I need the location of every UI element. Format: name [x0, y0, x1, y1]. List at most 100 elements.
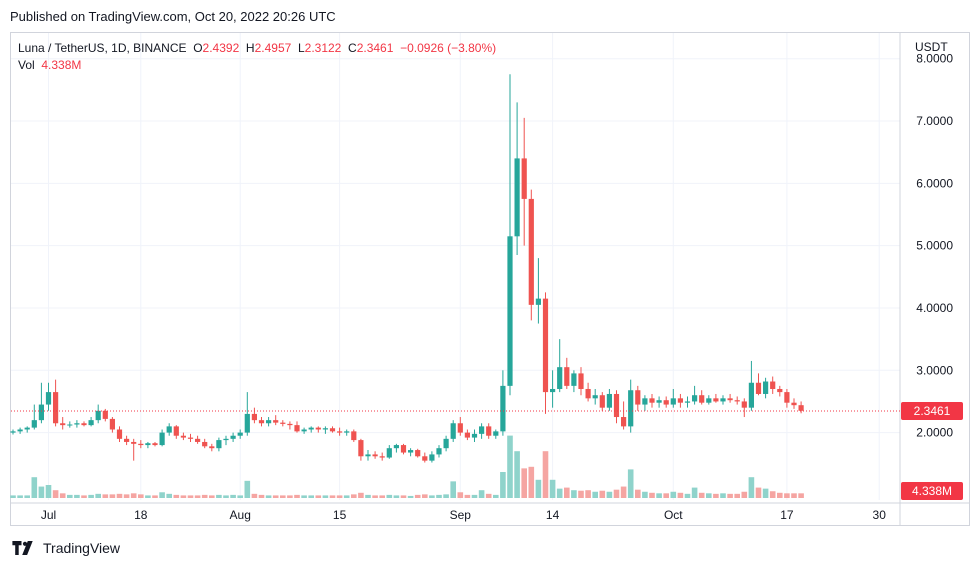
candle-body — [635, 390, 641, 405]
candle-body — [677, 398, 683, 403]
volume-bar — [365, 494, 371, 498]
candle-body — [649, 398, 655, 403]
candle-body — [656, 400, 662, 403]
candle-body — [500, 385, 506, 432]
y-tick-label: 5.0000 — [916, 239, 953, 253]
candle-body — [564, 367, 570, 386]
candle-body — [180, 435, 186, 438]
candle-body — [557, 367, 563, 389]
candle-body — [706, 398, 712, 403]
candle-body — [294, 425, 300, 432]
candle-body — [138, 443, 144, 446]
candle-body — [400, 445, 407, 453]
candle-body — [763, 381, 769, 394]
candle-body — [493, 431, 499, 436]
candle-body — [322, 428, 328, 430]
volume-bar — [727, 493, 733, 498]
candle-body — [109, 418, 115, 430]
volume-bar — [535, 479, 542, 498]
volume-bar — [571, 490, 577, 498]
candle-body — [571, 373, 577, 386]
candle-body — [230, 435, 236, 439]
candle-body — [60, 423, 66, 426]
volume-bar — [777, 492, 783, 498]
volume-bar — [223, 495, 229, 498]
candle-body — [720, 398, 726, 402]
candle-body — [670, 398, 676, 405]
volume-bar — [769, 491, 776, 498]
volume-label[interactable]: Vol — [18, 58, 35, 72]
volume-bar — [755, 487, 762, 498]
candle-body — [784, 392, 790, 403]
candle-body — [10, 431, 16, 433]
volume-bar — [216, 494, 222, 498]
volume-bar — [10, 495, 16, 498]
candle-body — [216, 440, 222, 449]
volume-bar — [741, 491, 748, 498]
y-tick-label: 7.0000 — [916, 114, 953, 128]
change-value: −0.0926 (−3.80%) — [400, 41, 497, 55]
volume-bar — [123, 494, 130, 498]
volume-bar — [130, 493, 137, 498]
x-tick-label: 14 — [546, 508, 560, 522]
candle-body — [415, 450, 421, 457]
candle-body — [38, 404, 44, 421]
candle-body — [344, 431, 350, 433]
candle-body — [542, 298, 549, 393]
x-tick-label: 18 — [134, 508, 148, 522]
tradingview-logo-icon — [12, 541, 33, 555]
chart-frame[interactable] — [10, 32, 970, 526]
candle-body — [748, 382, 754, 408]
volume-bar — [677, 492, 684, 498]
candle-body — [408, 450, 414, 453]
candle-body — [159, 432, 165, 446]
volume-bar — [329, 495, 336, 498]
candle-body — [684, 401, 691, 403]
candle-body — [95, 410, 101, 421]
volume-bar — [627, 469, 634, 498]
symbol-title[interactable]: Luna / TetherUS, 1D, BINANCE — [18, 41, 187, 55]
tradingview-footer[interactable]: TradingView — [12, 540, 120, 556]
volume-bar — [351, 494, 357, 498]
last-volume-badge — [901, 482, 963, 500]
volume-bar — [379, 495, 385, 498]
volume-bar — [294, 494, 300, 498]
volume-bar — [287, 495, 293, 498]
volume-bar — [578, 490, 584, 498]
volume-bar — [237, 495, 243, 498]
volume-bar — [251, 493, 258, 498]
volume-value: 4.338M — [41, 58, 82, 72]
candle-body — [521, 158, 527, 199]
volume-bar — [280, 495, 286, 498]
volume-bar — [514, 451, 520, 498]
volume-bar — [606, 491, 613, 498]
volume-bar — [194, 495, 201, 498]
volume-bar — [159, 492, 165, 498]
candle-body — [315, 427, 321, 430]
currency-label[interactable]: USDT — [915, 40, 948, 54]
candle-body — [74, 423, 80, 425]
volume-bar — [258, 494, 265, 498]
volume-bar — [642, 491, 648, 498]
volume-bar — [436, 494, 442, 498]
volume-bar — [244, 480, 251, 498]
volume-bar — [720, 493, 726, 498]
x-tick-label: Oct — [664, 508, 683, 522]
volume-bar — [592, 491, 598, 498]
last-price-badge — [901, 402, 963, 421]
volume-bar — [386, 494, 393, 498]
volume-bar — [201, 494, 208, 498]
volume-bar — [478, 490, 485, 498]
volume-bar — [315, 495, 322, 498]
volume-bar — [407, 495, 414, 498]
open-label: O — [193, 41, 203, 55]
candle-body — [187, 437, 194, 439]
y-tick-label: 4.0000 — [916, 301, 953, 315]
candle-body — [471, 433, 478, 438]
volume-bar — [88, 494, 94, 498]
volume-bar — [358, 492, 364, 498]
high-label: H — [245, 41, 255, 55]
volume-bar — [670, 491, 677, 498]
candle-body — [450, 423, 456, 439]
